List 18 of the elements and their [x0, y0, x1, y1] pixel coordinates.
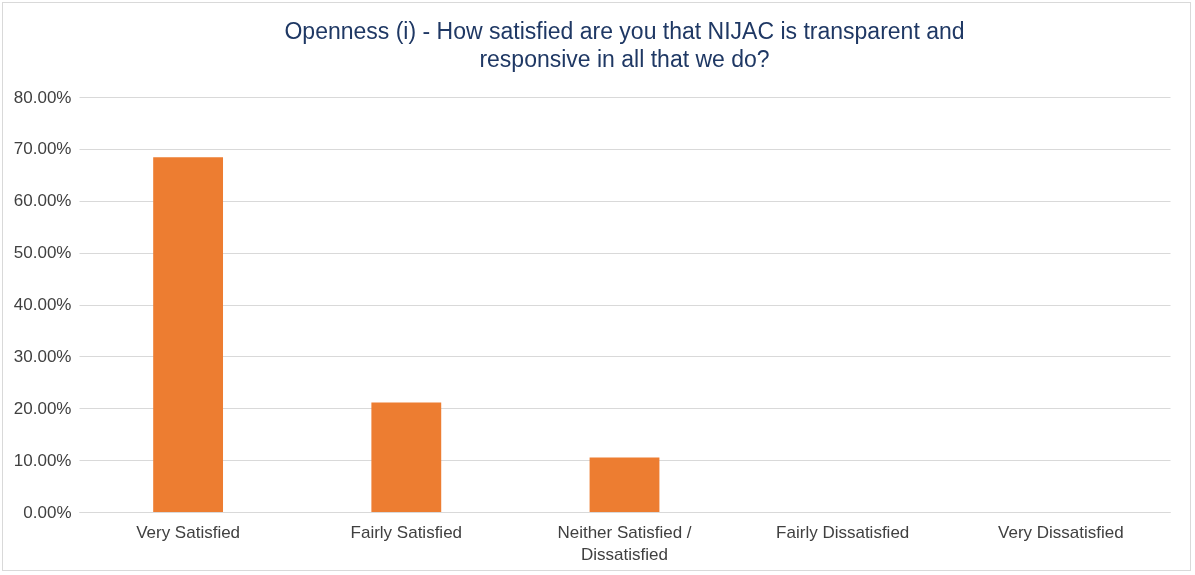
- bar: [371, 402, 442, 512]
- x-tick-label: Very Satisfied: [136, 522, 241, 542]
- x-tick-label: Very Dissatisfied: [998, 522, 1124, 542]
- x-tick-label: Neither Satisfied / Dissatisfied: [557, 522, 692, 564]
- y-tick-label: 10.00%: [13, 450, 72, 470]
- y-tick-label: 40.00%: [13, 295, 72, 314]
- bar: [153, 157, 224, 512]
- y-tick-label: 70.00%: [13, 139, 72, 159]
- y-tick-label: 50.00%: [13, 243, 72, 263]
- x-tick-label: Fairly Satisfied: [350, 522, 463, 542]
- bar: [589, 457, 660, 512]
- chart-title: Openness (i) - How satisfied are you that NIJAC is transparent and responsive in all that we do?: [284, 18, 965, 72]
- y-tick-label: 80.00%: [13, 87, 72, 107]
- y-tick-label: 30.00%: [13, 346, 72, 366]
- x-tick-label: Fairly Dissatisfied: [776, 522, 910, 542]
- y-tick-label: 20.00%: [13, 398, 72, 418]
- y-tick-label: 60.00%: [13, 191, 72, 211]
- y-tick-label: 0.00%: [23, 502, 72, 522]
